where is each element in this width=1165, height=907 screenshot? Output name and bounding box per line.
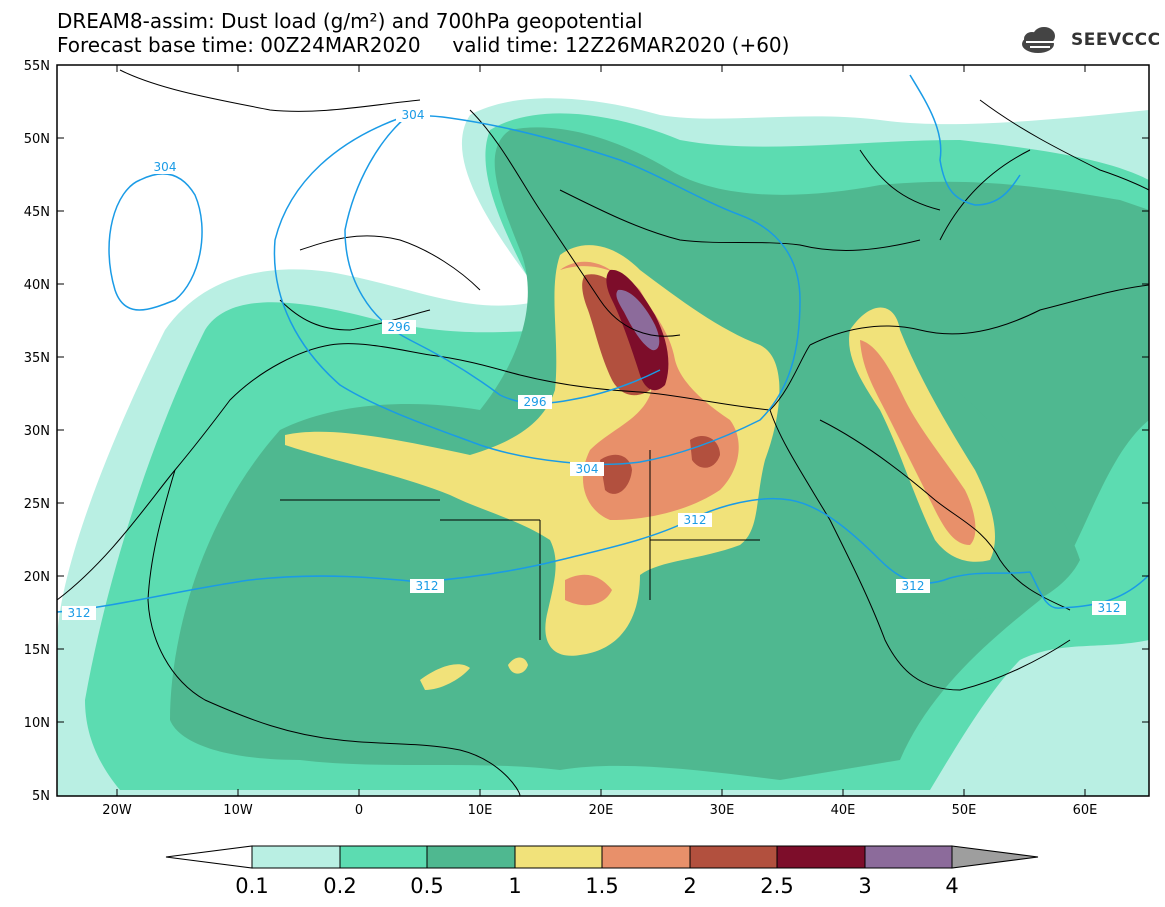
- lat-tick-label: 10N: [24, 716, 50, 731]
- lon-tick-label: 30E: [710, 803, 735, 818]
- contour-label: 296: [524, 395, 547, 409]
- lat-tick-label: 20N: [24, 570, 50, 585]
- dust-field: [57, 65, 1149, 796]
- contour-304-west: [108, 173, 203, 311]
- contour-label: 296: [388, 320, 411, 334]
- cloud-logo-icon: [1022, 27, 1055, 53]
- lon-tick-label: 10E: [468, 803, 493, 818]
- lon-tick-label: 10W: [223, 803, 253, 818]
- colorbar-under-arrow: [165, 845, 253, 869]
- colorbar-label: 3: [858, 874, 871, 898]
- colorbar-label: 1.5: [585, 874, 618, 898]
- lat-tick-label: 5N: [32, 789, 50, 804]
- latitude-axis: [57, 64, 1149, 797]
- colorbar-label: 1: [508, 874, 521, 898]
- contour-label: 312: [1098, 601, 1121, 615]
- colorbar-label: 0.5: [410, 874, 443, 898]
- longitude-axis: [116, 65, 1086, 796]
- logo-text: SEEVCCC: [1071, 30, 1161, 50]
- lon-tick-label: 40E: [831, 803, 856, 818]
- dust-band-3: [616, 289, 660, 351]
- map-subtitle: Forecast base time: 00Z24MAR2020 valid t…: [57, 33, 790, 57]
- lat-tick-label: 30N: [24, 424, 50, 439]
- colorbar-label: 4: [945, 874, 958, 898]
- contour-labels: 304 304 296 296 304 312 312 312 312 312: [62, 108, 1126, 620]
- lon-tick-label: 50E: [952, 803, 977, 818]
- contour-label: 312: [68, 606, 91, 620]
- colorbar-swatch: [514, 845, 603, 869]
- map-title: DREAM8-assim: Dust load (g/m²) and 700hP…: [57, 9, 643, 33]
- lon-tick-label: 20E: [589, 803, 614, 818]
- colorbar-label: 0.2: [323, 874, 356, 898]
- colorbar-over-arrow: [951, 845, 1039, 869]
- geopotential-contours: [57, 74, 1149, 613]
- colorbar-label: 2.5: [760, 874, 793, 898]
- contour-label: 312: [684, 513, 707, 527]
- lon-tick-label: 0: [355, 803, 363, 818]
- contour-label: 304: [154, 160, 177, 174]
- lat-tick-label: 50N: [24, 132, 50, 147]
- colorbar-swatch: [864, 845, 953, 869]
- lat-tick-label: 55N: [24, 59, 50, 74]
- lon-tick-label: 20W: [102, 803, 132, 818]
- colorbar-swatch: [251, 845, 341, 869]
- contour-label: 304: [576, 462, 599, 476]
- contour-312-south: [57, 497, 1149, 613]
- lon-tick-label: 60E: [1073, 803, 1098, 818]
- contour-label: 312: [902, 579, 925, 593]
- lat-tick-label: 25N: [24, 497, 50, 512]
- contour-label: 304: [402, 108, 425, 122]
- colorbar-swatch: [601, 845, 691, 869]
- colorbar-label: 0.1: [235, 874, 268, 898]
- contour-296: [344, 117, 661, 405]
- coastlines: [57, 69, 1149, 796]
- colorbar-swatch: [689, 845, 778, 869]
- lat-tick-label: 40N: [24, 278, 50, 293]
- colorbar-swatch: [339, 845, 428, 869]
- lat-tick-label: 45N: [24, 205, 50, 220]
- colorbar: [165, 845, 1039, 869]
- colorbar-swatch: [776, 845, 866, 869]
- lat-tick-label: 35N: [24, 351, 50, 366]
- colorbar-label: 2: [683, 874, 696, 898]
- contour-312-north: [909, 74, 1021, 206]
- lat-tick-label: 15N: [24, 643, 50, 658]
- contour-label: 312: [416, 579, 439, 593]
- colorbar-swatch: [426, 845, 516, 869]
- contour-304-main: [273, 115, 801, 465]
